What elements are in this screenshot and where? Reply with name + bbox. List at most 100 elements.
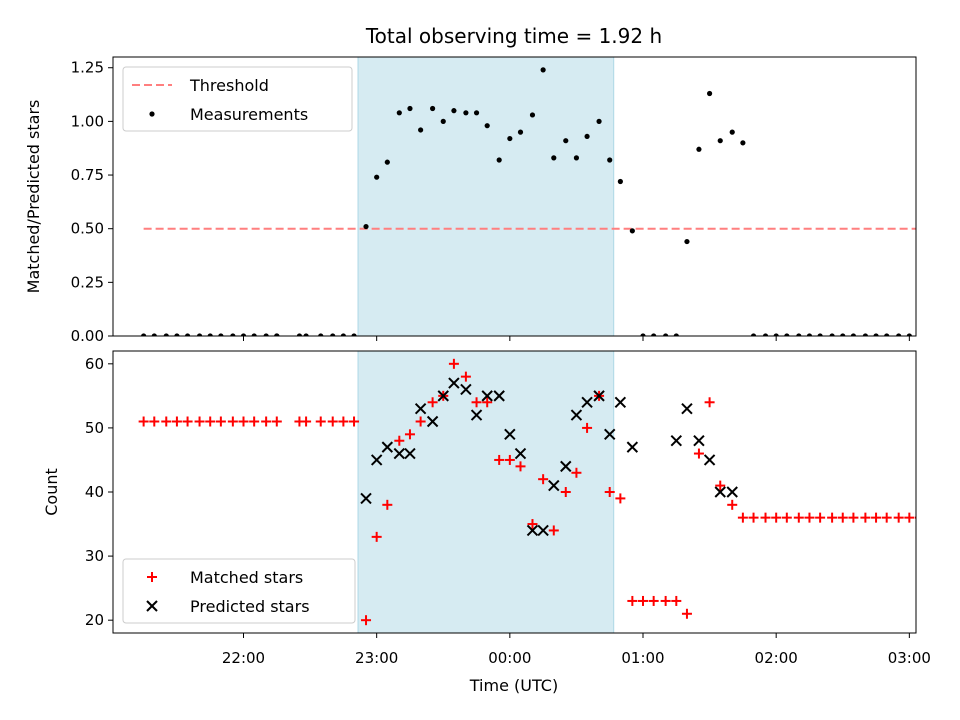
x-b — [360, 492, 372, 505]
predicted-star-point — [426, 415, 439, 428]
predicted-star-point — [548, 479, 560, 492]
matched-star-point — [504, 454, 515, 465]
predicted-star-point — [570, 409, 583, 421]
y-tick-label: 30 — [85, 547, 104, 565]
measurement-point — [829, 333, 835, 336]
predicted-star-point — [504, 428, 516, 441]
measurement-point — [551, 155, 557, 161]
measurement-point — [617, 178, 623, 185]
x-tick-label: 01:00 — [621, 649, 664, 667]
y-tick-label: 60 — [85, 355, 104, 373]
matched-star-point — [904, 512, 915, 523]
predicted-star-point — [381, 441, 394, 453]
x-b — [726, 486, 738, 498]
matched-star-point — [271, 416, 282, 427]
predicted-star-point — [693, 435, 705, 447]
predicted-star-point — [460, 383, 472, 396]
matched-star-point — [827, 512, 838, 523]
measurement-point — [418, 127, 424, 133]
measurement-point — [440, 118, 446, 124]
measurement-point — [862, 333, 868, 336]
measurement-point — [430, 105, 436, 112]
measurement-point — [796, 333, 802, 336]
matched-star-point — [781, 512, 792, 523]
matched-star-point — [315, 416, 326, 427]
matched-star-point — [527, 519, 538, 530]
measurement-point — [840, 333, 846, 336]
predicted-star-point — [470, 409, 483, 421]
predicted-star-point — [493, 390, 505, 402]
matched-star-point — [327, 416, 338, 427]
measurement-point — [850, 333, 857, 336]
matched-star-point — [727, 499, 738, 510]
y-tick-label: 0.25 — [71, 273, 104, 291]
measurement-point — [274, 333, 280, 336]
measurement-point — [463, 110, 469, 116]
matched-star-point — [338, 416, 349, 427]
x-b — [448, 377, 460, 389]
x-tick-label: 03:00 — [888, 649, 931, 667]
predicted-star-point — [614, 396, 627, 408]
measurement-point — [629, 228, 635, 234]
matched-star-point — [361, 615, 372, 626]
matched-star-point — [571, 467, 582, 478]
matched-star-point — [171, 416, 182, 427]
measurement-point — [396, 110, 402, 116]
predicted-star-point — [514, 447, 527, 460]
measurement-point — [563, 138, 569, 144]
measurement-point — [917, 333, 922, 338]
x-b — [437, 390, 449, 402]
measurement-point — [340, 333, 346, 336]
measurement-point — [451, 108, 457, 114]
matched-star-point — [860, 512, 871, 523]
measurement-point — [663, 333, 669, 336]
matched-star-point — [837, 512, 848, 523]
measurement-point — [351, 333, 357, 336]
matched-star-point — [815, 512, 826, 523]
predicted-star-point — [703, 454, 716, 466]
measurement-point — [762, 333, 769, 336]
x-b — [560, 460, 572, 473]
legend-label: Matched stars — [190, 568, 303, 587]
measurement-point — [540, 67, 546, 73]
measurement-point — [706, 90, 713, 97]
matched-star-point — [471, 397, 482, 408]
x-tick-label: 22:00 — [222, 649, 265, 667]
measurement-point — [906, 333, 912, 336]
x-b — [537, 524, 549, 537]
legend-box — [122, 66, 353, 132]
predicted-star-point — [448, 377, 460, 389]
measurement-point — [141, 333, 147, 336]
x-b — [581, 396, 593, 408]
x-b — [526, 524, 539, 537]
matched-star-point — [793, 512, 804, 523]
x-axis-label: Time (UTC) — [469, 676, 558, 695]
measurement-point — [696, 146, 702, 152]
matched-star-point — [404, 429, 415, 440]
bottom-panel: 20 30 40 50 60 Count Matched stars Predicted st… — [42, 350, 917, 638]
chart-title: Total observing time = 1.92 h — [365, 24, 662, 48]
measurement-point — [407, 105, 413, 112]
matched-star-point — [448, 358, 459, 369]
x-b — [703, 454, 716, 466]
matched-star-point — [715, 480, 726, 491]
y-tick-label: 50 — [85, 419, 104, 437]
matched-star-point — [771, 512, 782, 523]
y-axis-label: Matched/Predicted stars — [24, 100, 43, 294]
y-tick-label: 20 — [85, 611, 104, 629]
measurement-point — [740, 140, 746, 146]
measurement-point — [363, 223, 369, 230]
predicted-star-point — [481, 390, 493, 402]
measurement-point — [230, 333, 236, 336]
matched-star-point — [660, 595, 671, 606]
x-b — [604, 428, 616, 441]
measurement-point — [817, 333, 823, 336]
legend-label: Threshold — [189, 76, 269, 95]
matched-star-point — [748, 512, 759, 523]
measurement-point — [207, 333, 213, 336]
measurement-point — [296, 333, 303, 336]
x-b — [614, 396, 627, 408]
x-b — [404, 447, 416, 460]
x-axis: 22:00 23:00 00:00 01:00 02:00 03:00 — [222, 649, 931, 667]
predicted-star-point — [404, 447, 416, 460]
